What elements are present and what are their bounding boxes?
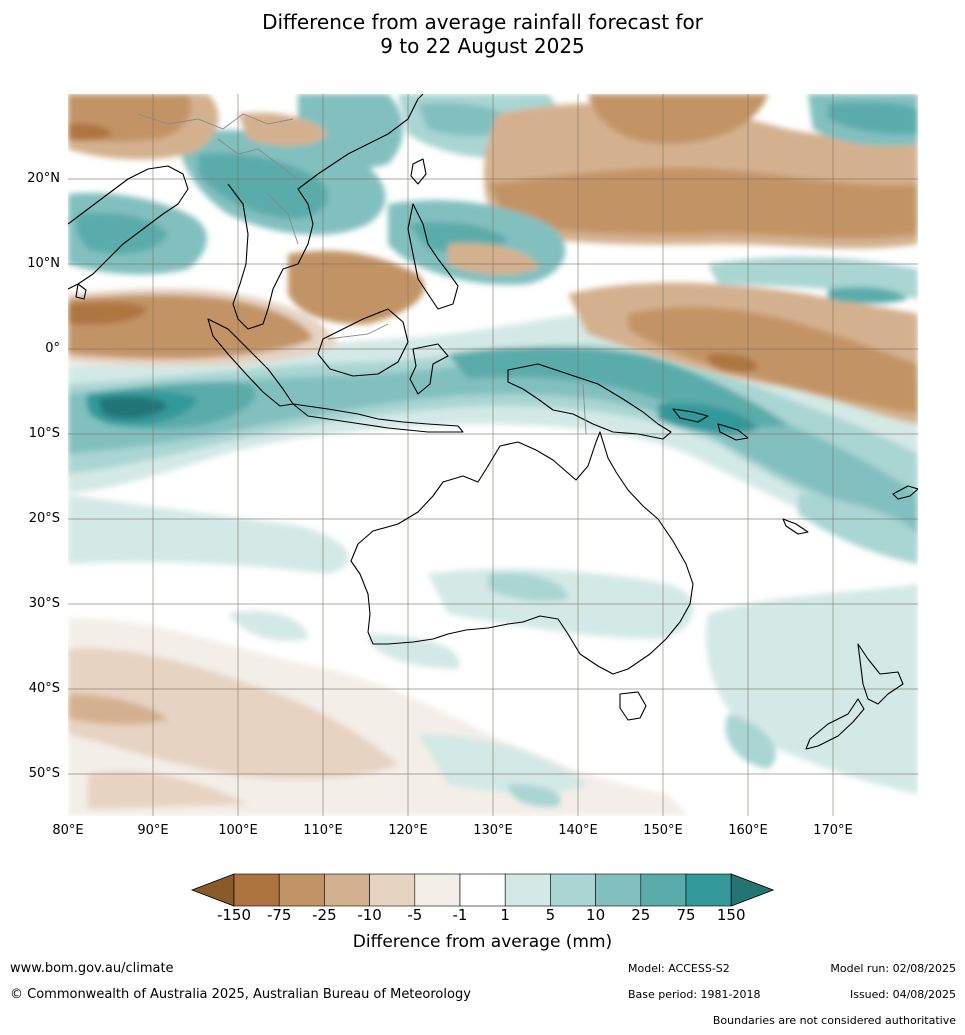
rainfall-map [68,94,918,816]
legend-cell [233,873,280,907]
boundary-disclaimer: Boundaries are not considered authoritat… [712,1014,956,1027]
lon-label-110e: 110°E [303,823,343,838]
legend-cell [414,873,461,907]
legend-title: Difference from average (mm) [352,932,613,952]
lat-label-40s: 40°S [28,681,60,696]
legend-tick-label: -75 [266,906,292,924]
legend-cell [685,873,732,907]
lon-label-90e: 90°E [137,823,169,838]
borneo-coast [317,308,409,377]
lon-label-160e: 160°E [728,823,768,838]
legend-cell [459,873,506,907]
legend-cell [640,873,687,907]
indochina-coast [227,94,424,330]
copyright-text: © Commonwealth of Australia 2025, Austra… [10,987,471,1002]
model-name: Model: ACCESS-S2 [628,962,730,975]
philippines-coast [407,203,459,310]
lon-label-80e: 80°E [52,823,84,838]
legend-arrow-high [730,873,775,907]
tasmania-coast [619,691,647,721]
lon-label-100e: 100°E [218,823,258,838]
legend-tick-label: 1 [500,906,510,924]
java-coast [292,403,464,433]
issued-date: Issued: 04/08/2025 [849,988,956,1001]
lat-label-50s: 50°S [28,766,60,781]
legend-tick-label: -10 [357,906,382,924]
legend-tick-label: -5 [407,906,423,924]
legend-tick-label: 5 [545,906,556,924]
lat-label-20s: 20°S [28,511,60,526]
lon-label-170e: 170°E [813,823,853,838]
legend-tick-label: 25 [631,906,651,924]
india-coast [68,165,189,290]
sumatra-coast [207,318,294,407]
legend-tick-label: -1 [452,906,468,924]
graticule [68,94,918,816]
australia-coast [350,431,694,675]
title-line-1: Difference from average rainfall forecas… [262,10,703,34]
new-guinea-coast [507,363,672,440]
title-line-2: 9 to 22 August 2025 [380,34,585,58]
model-run-date: Model run: 02/08/2025 [830,962,956,975]
lon-label-130e: 130°E [473,823,513,838]
lon-label-150e: 150°E [643,823,683,838]
map-title: Difference from average rainfall forecas… [0,10,965,58]
map-canvas [68,94,918,816]
legend-svg [190,873,775,907]
legend-colorbar [190,872,775,908]
base-period: Base period: 1981-2018 [628,988,761,1001]
lon-label-140e: 140°E [558,823,598,838]
legend-cell [278,873,325,907]
sulawesi-coast [409,343,449,395]
legend-cell [369,873,416,907]
legend-tick-label: 75 [676,906,696,924]
lat-label-10s: 10°S [28,426,60,441]
legend-cell [550,873,596,907]
coastlines [68,94,918,750]
legend-arrow-low [190,873,235,907]
lat-label-20n: 20°N [27,171,60,186]
lat-label-10n: 10°N [27,256,60,271]
tropical-wet-band [68,308,918,564]
bom-url[interactable]: www.bom.gov.au/climate [10,961,174,976]
legend-cell [324,873,370,907]
nz-north-coast [857,643,904,705]
legend-cell [595,873,642,907]
legend-tick-label: 150 [716,906,746,924]
taiwan-coast [410,158,427,185]
lon-label-120e: 120°E [388,823,428,838]
nz-south-coast [805,698,865,750]
lat-label-30s: 30°S [28,596,60,611]
legend-cell [504,873,551,907]
country-boundaries [137,113,587,435]
legend-tick-label: -25 [312,906,337,924]
legend-tick-label: -150 [216,906,252,924]
legend-tick-label: 10 [586,906,606,924]
lat-label-0: 0° [45,341,60,356]
sri-lanka-coast [75,283,87,300]
